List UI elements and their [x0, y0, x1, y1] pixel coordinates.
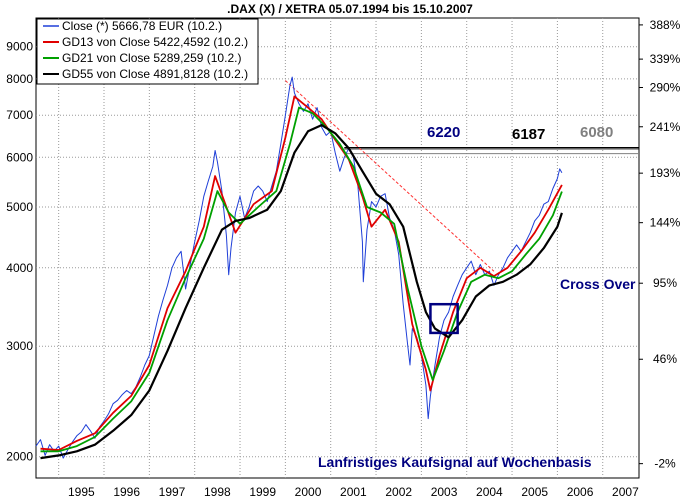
legend-gd13: GD13 von Close 5422,4592 (10.2.): [62, 35, 248, 49]
y-right-tick-label: 388%: [650, 18, 681, 32]
y-left-tick-label: 4000: [6, 261, 33, 275]
legend-box: [36, 18, 259, 85]
y-left-tick-label: 7000: [6, 108, 33, 122]
y-right-tick-label: 144%: [650, 216, 681, 230]
y-right-tick-label: 290%: [650, 80, 681, 94]
y-right-tick-label: 193%: [650, 166, 681, 180]
x-tick-label: 2007: [612, 485, 639, 499]
series-line: [40, 123, 563, 460]
cross-over-box: [429, 302, 459, 335]
plot-frame: [35, 17, 640, 479]
annotation-6187: 6187: [512, 126, 545, 143]
x-tick-label: 1995: [68, 485, 95, 499]
annotation-cross-over: Cross Over: [560, 276, 636, 292]
legend-gd21: GD21 von Close 5289,259 (10.2.): [62, 51, 241, 65]
y-right-tick-label: 95%: [653, 276, 677, 290]
x-tick-label: 1998: [204, 485, 231, 499]
annotation-6080: 6080: [580, 124, 613, 141]
x-tick-label: 2006: [567, 485, 594, 499]
y-left-tick-label: 3000: [6, 339, 33, 353]
x-tick-label: 2001: [340, 485, 367, 499]
x-tick-label: 2000: [295, 485, 322, 499]
legend-gd55: GD55 von Close 4891,8128 (10.2.): [62, 67, 248, 81]
y-right-tick-label: 339%: [650, 52, 681, 66]
x-tick-label: 2003: [431, 485, 458, 499]
x-tick-label: 1996: [113, 485, 140, 499]
y-left-tick-label: 2000: [6, 450, 33, 464]
y-left-tick-label: 9000: [6, 40, 33, 54]
trendline: [285, 80, 495, 272]
y-right-tick-label: 241%: [650, 120, 681, 134]
y-right-tick-label: -2%: [654, 457, 676, 471]
axes: 1995 1996 1997 1998 1999 2000 2001 2002 2003 2004…: [6, 18, 680, 499]
x-tick-label: 1997: [159, 485, 186, 499]
y-right-tick-label: 46%: [653, 352, 677, 366]
x-tick-label: 2002: [385, 485, 412, 499]
annotation-6220: 6220: [427, 124, 460, 141]
x-tick-label: 2005: [521, 485, 548, 499]
y-left-tick-label: 6000: [6, 150, 33, 164]
x-tick-label: 2004: [476, 485, 503, 499]
annotation-signal: Lanfristiges Kaufsignal auf Wochenbasis: [318, 454, 592, 470]
reference-lines: [285, 80, 639, 272]
legend: Close (*) 5666,78 EUR (10.2.) GD13 von C…: [36, 18, 259, 85]
y-left-tick-label: 5000: [6, 200, 33, 214]
series-lines: [35, 76, 563, 460]
legend-close: Close (*) 5666,78 EUR (10.2.): [62, 19, 222, 33]
x-tick-label: 1999: [249, 485, 276, 499]
chart-title: .DAX (X) / XETRA 05.07.1994 bis 15.10.20…: [227, 2, 473, 16]
y-left-tick-label: 8000: [6, 72, 33, 86]
